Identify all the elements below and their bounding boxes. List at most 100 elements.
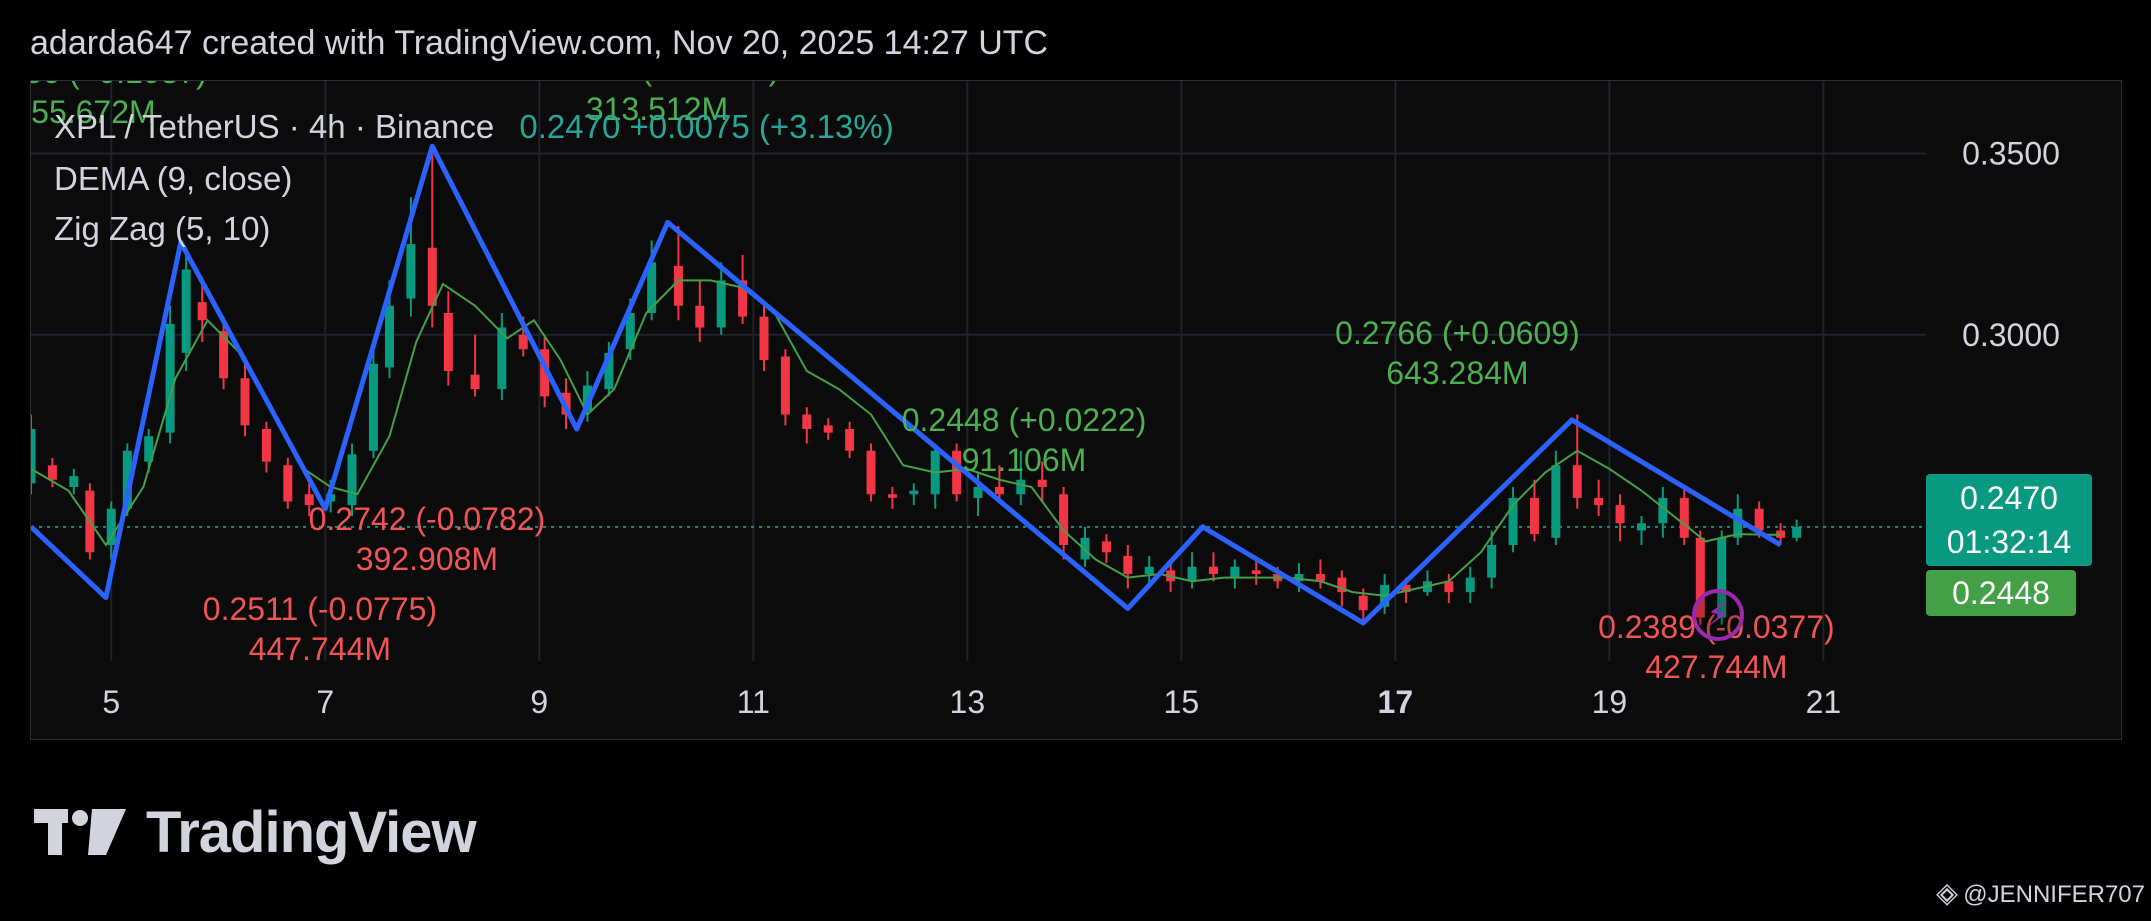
candle[interactable] [1636, 516, 1646, 545]
candle-body [518, 334, 528, 350]
chart-area[interactable]: 0.3286 (+0.1037) 455.672M 0.3521 (+0.0962)… [30, 80, 2122, 740]
candle[interactable] [347, 443, 357, 517]
candle-body [1037, 479, 1047, 487]
candle-body [1230, 566, 1240, 578]
candle[interactable] [1508, 487, 1518, 553]
candle[interactable] [930, 443, 940, 509]
legend-dema[interactable]: DEMA (9, close) [54, 160, 293, 197]
candle[interactable] [1037, 461, 1047, 502]
x-tick-label: 13 [950, 684, 986, 720]
candle[interactable] [1208, 552, 1218, 582]
candle-body [823, 425, 833, 433]
candle[interactable] [1444, 574, 1454, 603]
candle[interactable] [219, 316, 229, 390]
candle-body [443, 313, 453, 371]
candle-body [1754, 508, 1764, 531]
candle[interactable] [1465, 566, 1475, 603]
candle[interactable] [261, 421, 271, 473]
candle-body [122, 450, 132, 509]
price-chart[interactable]: 0.3286 (+0.1037) 455.672M 0.3521 (+0.0962)… [31, 81, 2123, 741]
candle[interactable] [823, 418, 833, 440]
candle[interactable] [759, 305, 769, 371]
candle[interactable] [802, 407, 812, 444]
candle-body [304, 494, 314, 506]
candle-body [952, 450, 962, 495]
candle[interactable] [470, 334, 480, 397]
candle[interactable] [673, 226, 683, 321]
current-price: 0.2470 [1960, 480, 2058, 516]
candle-body [470, 374, 480, 390]
bar-countdown: 01:32:14 [1946, 524, 2072, 560]
candle[interactable] [716, 262, 726, 335]
candle[interactable] [181, 247, 191, 371]
candle-body [1315, 574, 1325, 582]
candle[interactable] [1594, 479, 1604, 516]
candle-body [1551, 465, 1561, 538]
credit-text: @JENNIFER707 [1963, 881, 2145, 908]
candle[interactable] [909, 483, 919, 506]
chart-header: adarda647 created with TradingView.com, … [30, 24, 1049, 62]
candle[interactable] [738, 255, 748, 324]
zigzag-label-volume: 455.672M [31, 94, 156, 130]
candle[interactable] [1315, 559, 1325, 589]
legend-zigzag[interactable]: Zig Zag (5, 10) [54, 210, 271, 247]
candle[interactable] [1251, 559, 1261, 585]
tradingview-logo: TradingView [34, 800, 477, 865]
candle[interactable] [106, 501, 116, 560]
candle[interactable] [1123, 545, 1133, 589]
candle[interactable] [1615, 494, 1625, 542]
candle-body [1059, 494, 1069, 545]
x-tick-label: 15 [1164, 684, 1200, 720]
candle[interactable] [1658, 487, 1668, 538]
candle-body [1487, 545, 1497, 578]
candle-body [1615, 505, 1625, 524]
candle[interactable] [952, 443, 962, 502]
candle-body [1016, 479, 1026, 495]
candle[interactable] [165, 305, 175, 444]
candle[interactable] [69, 468, 79, 495]
candle[interactable] [1487, 530, 1497, 589]
candle[interactable] [240, 363, 250, 437]
candle[interactable] [994, 465, 1004, 502]
candle[interactable] [144, 429, 154, 473]
candle-body [406, 244, 416, 299]
candle[interactable] [866, 443, 876, 502]
candle[interactable] [1422, 570, 1432, 596]
legend-last-change: 0.2470 +0.0075 (+3.13%) [519, 108, 894, 145]
candle[interactable] [887, 487, 897, 509]
candle[interactable] [427, 153, 437, 328]
candle[interactable] [1101, 534, 1111, 564]
legend-symbol[interactable]: XPL / TetherUS · 4h · Binance [54, 108, 495, 145]
candle[interactable] [1679, 487, 1689, 545]
candle[interactable] [1792, 519, 1802, 542]
candle[interactable] [1572, 414, 1582, 509]
y-tick-label: 0.3500 [1962, 136, 2060, 172]
candle[interactable] [31, 414, 36, 495]
candle[interactable] [497, 313, 507, 400]
candle[interactable] [368, 349, 378, 458]
candle[interactable] [695, 280, 705, 342]
candle[interactable] [1059, 487, 1069, 560]
candle-body [1594, 497, 1604, 506]
candle[interactable] [443, 291, 453, 386]
candle[interactable] [304, 479, 314, 516]
candle[interactable] [1016, 450, 1026, 506]
candle[interactable] [1529, 479, 1539, 542]
zigzag-label-value: 0.2511 (-0.0775) [203, 591, 437, 627]
candle-body [1717, 537, 1727, 618]
candle-body [582, 385, 592, 411]
candle-body [261, 429, 271, 462]
candle[interactable] [1551, 450, 1561, 545]
candle[interactable] [845, 421, 855, 458]
candle-body [197, 302, 207, 321]
lightning-icon[interactable]: ⚡ [1692, 589, 1744, 641]
credit: @JENNIFER707 [1935, 881, 2145, 909]
candle[interactable] [1187, 552, 1197, 589]
candle-body [219, 331, 229, 379]
x-tick-label: 5 [102, 684, 120, 720]
candle[interactable] [283, 458, 293, 509]
candle[interactable] [1230, 559, 1240, 589]
candle-body [1401, 584, 1411, 593]
zigzag-label-value: 0.2448 (+0.0222) [902, 402, 1147, 438]
candle[interactable] [780, 349, 790, 426]
